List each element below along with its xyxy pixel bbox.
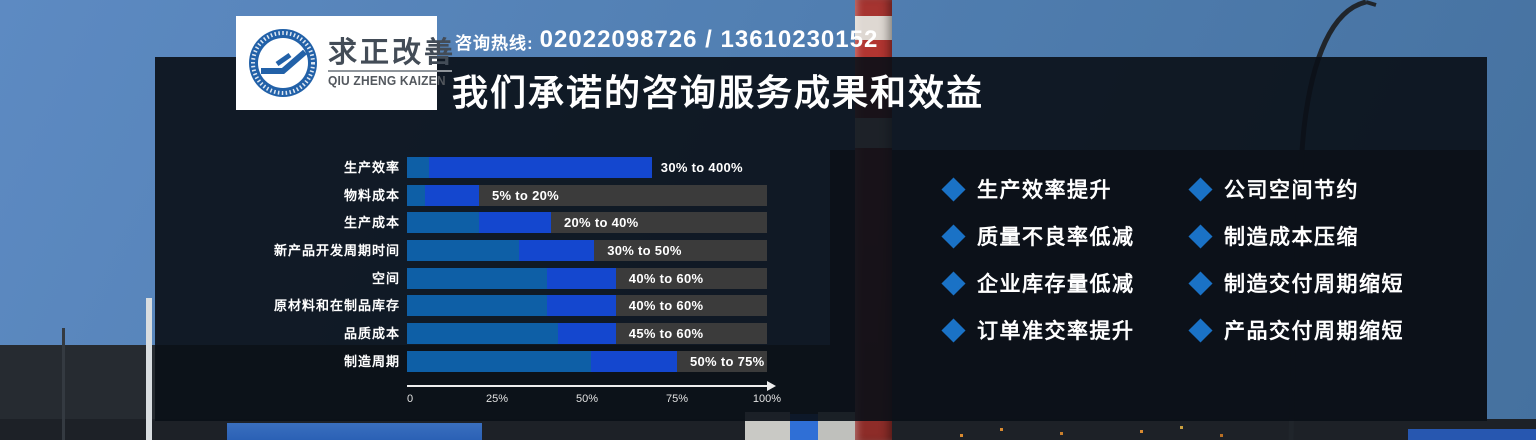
bar-track (615, 322, 767, 344)
chart-row: 原材料和在制品库存 40% to 60% (157, 295, 797, 317)
bar-range-label: 30% to 400% (660, 160, 743, 175)
hotline-numbers: 02022098726 / 13610230152 (539, 26, 879, 53)
bar-track (677, 350, 767, 372)
bar-range-label: 50% to 75% (690, 353, 765, 369)
brand-divider (328, 70, 452, 72)
chart-row: 空间 40% to 60% (157, 267, 797, 289)
chart-category-label: 生产成本 (343, 215, 400, 231)
benefit-label: 企业库存量低减 (977, 273, 1135, 296)
axis-tick-label: 75% (665, 393, 689, 405)
chart-x-axis: 0 25% 50% 75% 100% (406, 381, 787, 412)
results-bar-chart: 生产效率 30% to 400% 物料成本 5% to 20% 生产成本 20% to 4… (157, 157, 797, 387)
brand-text: 求正改善 QIU ZHENG KAIZEN (328, 38, 456, 88)
bar-track (594, 239, 767, 261)
diamond-icon (1188, 223, 1213, 249)
bar-segment-min (407, 184, 425, 206)
bar-range-label: 40% to 60% (628, 270, 704, 286)
chart-category-label: 原材料和在制品库存 (273, 298, 400, 314)
benefit-label: 制造交付周期缩短 (1224, 273, 1404, 296)
benefit-item: 订单准交率提升 (941, 317, 1135, 343)
blue-trucks (1408, 429, 1536, 440)
axis-tick-label: 100% (752, 393, 782, 405)
bar-range-label: 30% to 50% (607, 242, 682, 258)
bar-range-label: 20% to 40% (564, 215, 639, 231)
chart-row: 品质成本 45% to 60% (157, 322, 797, 344)
bar-segment-range (518, 239, 595, 261)
bar-segment-range (425, 184, 479, 206)
axis-line (407, 385, 767, 387)
chart-row: 物料成本 5% to 20% (157, 184, 797, 206)
chart-category-label: 生产效率 (343, 160, 400, 175)
benefit-item: 生产效率提升 (941, 176, 1135, 202)
bar-segment-min (407, 350, 591, 372)
bar-segment-min (407, 212, 479, 234)
mast-pole (62, 328, 65, 440)
bar-segment-min (407, 157, 429, 178)
benefit-label: 订单准交率提升 (977, 320, 1135, 343)
axis-tick-label: 50% (575, 393, 599, 405)
bar-segment-min (407, 295, 548, 317)
chart-category-label: 物料成本 (343, 187, 400, 203)
hotline: 咨询热线: 02022098726 / 13610230152 (455, 26, 878, 54)
bar-range-label: 45% to 60% (628, 325, 704, 341)
bar-segment-range (547, 267, 616, 289)
bar-segment-range (479, 212, 551, 234)
benefit-item: 质量不良率低减 (941, 223, 1135, 249)
benefit-label: 产品交付周期缩短 (1224, 320, 1404, 343)
benefit-label: 制造成本压缩 (1224, 226, 1359, 249)
logo-mark-icon (249, 29, 317, 97)
brand-name-en: QIU ZHENG KAIZEN (328, 74, 446, 88)
benefits-column-1: 生产效率提升 质量不良率低减 企业库存量低减 订单准交率提升 (941, 176, 1135, 343)
chart-row: 新产品开发周期时间 30% to 50% (157, 239, 797, 261)
bar-segment-min (407, 267, 548, 289)
bar-track (479, 184, 767, 206)
axis-tick-label: 25% (485, 393, 509, 405)
hotline-label: 咨询热线: (455, 34, 534, 53)
bar-track (615, 267, 767, 289)
bar-range-label: 5% to 20% (492, 187, 560, 203)
page-title: 我们承诺的咨询服务成果和效益 (452, 72, 985, 113)
chart-row: 制造周期 50% to 75% (157, 350, 797, 372)
chart-category-label: 新产品开发周期时间 (273, 242, 400, 258)
diamond-icon (1188, 176, 1213, 202)
bar-segment-min (407, 239, 519, 261)
bar-segment-min (407, 322, 559, 344)
bar-segment-range (428, 157, 652, 178)
benefit-item: 企业库存量低减 (941, 270, 1135, 296)
bar-track (615, 295, 767, 317)
diamond-icon (1188, 270, 1213, 296)
logo: 求正改善 QIU ZHENG KAIZEN (236, 16, 453, 110)
benefit-label: 质量不良率低减 (977, 226, 1135, 249)
benefit-item: 公司空间节约 (1188, 176, 1404, 202)
axis-arrow-icon (767, 381, 776, 391)
axis-tick-label: 0 (406, 393, 414, 405)
diamond-icon (941, 270, 966, 296)
plant-lights (1000, 428, 1003, 431)
chart-category-label: 品质成本 (343, 325, 400, 341)
blue-building (227, 423, 482, 440)
bar-segment-range (547, 295, 616, 317)
overlay-panel (155, 57, 1487, 421)
benefit-label: 生产效率提升 (977, 179, 1112, 202)
bar-track (551, 212, 767, 234)
brand-name-cn: 求正改善 (328, 37, 457, 69)
benefit-item: 产品交付周期缩短 (1188, 317, 1404, 343)
chart-row: 生产效率 30% to 400% (157, 157, 797, 178)
chart-category-label: 制造周期 (343, 353, 400, 369)
bar-segment-range (590, 350, 677, 372)
white-pole (146, 298, 152, 440)
chart-category-label: 空间 (371, 270, 400, 286)
bar-segment-range (558, 322, 616, 344)
diamond-icon (941, 317, 966, 343)
bar-range-label: 40% to 60% (628, 298, 704, 314)
benefits-column-2: 公司空间节约 制造成本压缩制造交付周期缩短 产品交付周期缩短 (1188, 176, 1404, 343)
diamond-icon (941, 176, 966, 202)
diamond-icon (1188, 317, 1213, 343)
chart-row: 生产成本 20% to 40% (157, 212, 797, 234)
diamond-icon (941, 223, 966, 249)
benefit-item: 制造成本压缩 (1188, 223, 1404, 249)
benefit-label: 公司空间节约 (1224, 179, 1359, 202)
benefit-item: 制造交付周期缩短 (1188, 270, 1404, 296)
